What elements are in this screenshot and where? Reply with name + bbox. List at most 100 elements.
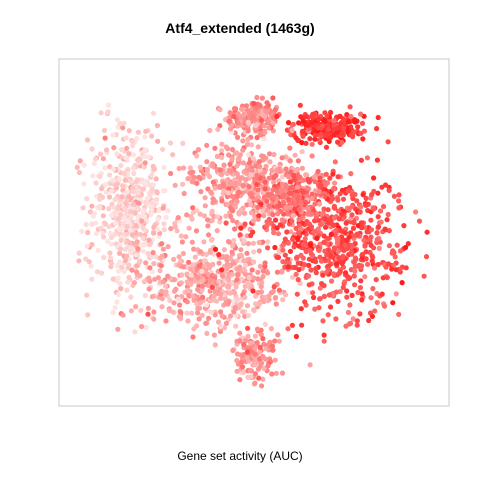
data-point <box>117 120 123 126</box>
data-point <box>335 197 341 203</box>
data-point <box>143 260 149 266</box>
data-point <box>348 249 354 255</box>
data-point <box>210 163 216 169</box>
data-point <box>211 332 217 338</box>
data-point <box>363 202 369 208</box>
data-point <box>200 277 206 283</box>
data-point <box>154 189 160 195</box>
data-point <box>267 151 273 157</box>
data-point <box>151 261 157 267</box>
data-point <box>159 288 165 294</box>
data-point <box>278 186 284 193</box>
data-point <box>368 217 374 223</box>
data-point <box>225 190 231 196</box>
data-point <box>255 289 261 296</box>
data-point <box>178 233 184 239</box>
data-point <box>123 135 129 141</box>
data-point <box>361 128 367 134</box>
data-point <box>247 367 253 374</box>
data-point <box>353 256 359 262</box>
data-point <box>125 166 131 172</box>
data-point <box>306 221 312 227</box>
data-point <box>264 198 270 204</box>
data-point <box>125 279 131 285</box>
data-point <box>165 208 171 214</box>
data-point <box>248 210 255 216</box>
data-point <box>330 171 336 177</box>
data-point <box>226 118 232 124</box>
data-point <box>147 278 153 284</box>
data-point <box>358 220 364 226</box>
data-point <box>335 125 341 131</box>
data-point <box>230 208 236 214</box>
data-point <box>204 330 210 336</box>
data-point <box>292 168 299 174</box>
data-point <box>100 213 106 219</box>
data-point <box>81 181 87 187</box>
data-point <box>261 136 267 142</box>
data-point <box>217 219 223 225</box>
data-point <box>190 334 196 340</box>
data-point <box>288 229 294 235</box>
data-point <box>354 322 360 328</box>
data-point <box>213 289 219 295</box>
data-point <box>208 309 214 315</box>
data-point <box>236 253 243 259</box>
data-point <box>299 165 305 171</box>
data-point <box>221 183 227 189</box>
data-point <box>123 231 129 238</box>
data-point <box>283 292 289 298</box>
data-point <box>148 211 154 217</box>
data-point <box>268 326 274 332</box>
data-point <box>196 174 202 180</box>
data-point <box>113 220 119 226</box>
data-point <box>311 294 317 301</box>
data-point <box>105 109 111 115</box>
data-point <box>347 104 353 110</box>
data-point <box>311 174 317 180</box>
data-point <box>371 175 377 181</box>
data-point <box>354 231 360 237</box>
data-point <box>245 119 251 125</box>
data-point <box>85 312 91 318</box>
data-point <box>315 125 321 131</box>
data-point <box>293 135 299 141</box>
data-point <box>99 186 105 192</box>
data-point <box>84 292 90 298</box>
data-point <box>250 229 256 235</box>
data-point <box>393 267 399 273</box>
data-point <box>230 217 236 224</box>
data-point <box>287 179 293 185</box>
data-point <box>236 189 242 195</box>
data-point <box>375 261 381 268</box>
data-point <box>262 321 268 327</box>
data-point <box>128 209 134 215</box>
data-point <box>102 165 108 171</box>
data-point <box>115 326 121 332</box>
data-point <box>280 199 287 206</box>
data-point <box>307 136 313 142</box>
data-point <box>355 289 361 296</box>
data-point <box>319 281 325 287</box>
data-point <box>332 159 338 165</box>
data-point <box>212 342 218 348</box>
data-point <box>223 320 229 326</box>
data-point <box>354 198 360 204</box>
data-point <box>237 330 243 336</box>
data-point <box>134 239 140 245</box>
data-point <box>235 272 241 278</box>
data-point <box>327 134 334 141</box>
data-point <box>124 287 130 293</box>
data-point <box>231 237 237 244</box>
data-point <box>242 221 248 227</box>
data-point <box>396 198 402 204</box>
data-point <box>324 252 330 258</box>
data-point <box>321 239 327 245</box>
data-point <box>247 340 254 346</box>
data-point <box>360 251 366 257</box>
data-point <box>394 242 400 248</box>
data-point <box>352 241 358 247</box>
data-point <box>272 244 278 251</box>
data-point <box>391 249 397 256</box>
data-point <box>253 301 259 307</box>
